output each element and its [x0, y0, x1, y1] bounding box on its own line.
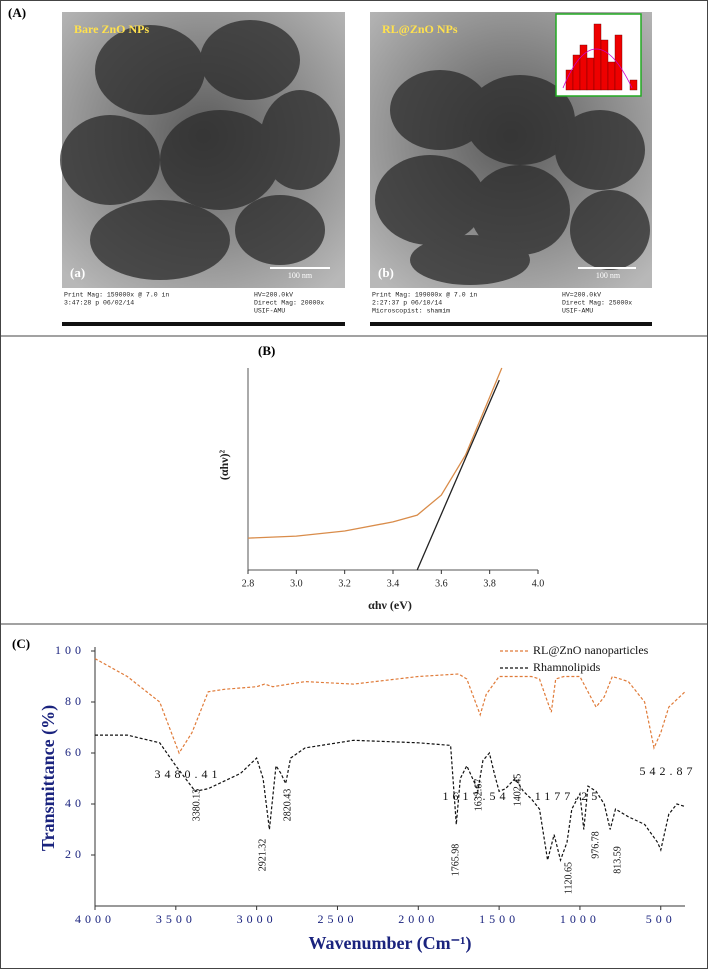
y-tick-label: 20 [65, 847, 85, 861]
x-tick-label: 3.6 [435, 578, 448, 589]
x-axis-label: Wavenumber (Cm⁻¹) [308, 933, 471, 954]
y-tick-label: 60 [65, 745, 85, 759]
x-tick-label: 2000 [398, 912, 438, 926]
peak-label: 2921.32 [257, 839, 268, 872]
caption-text: Print Mag: 159000x @ 7.0 in [64, 292, 169, 299]
y-tick-label: 80 [65, 694, 85, 708]
caption-text: Direct Mag: 20000x [254, 300, 324, 307]
x-axis-label: αhν (eV) [368, 598, 412, 612]
caption-text: HV=200.0kV [562, 292, 601, 299]
caption-text: 2:27:37 p 06/10/14 [372, 300, 442, 307]
x-tick-label: 3.0 [290, 578, 303, 589]
y-axis-label: Transmittance (%) [38, 705, 59, 851]
series-line [95, 734, 686, 863]
series-line [247, 367, 503, 539]
series-line [94, 658, 686, 755]
x-tick-label: 4000 [75, 912, 115, 926]
peak-label: 1632.67 [473, 779, 484, 812]
peak-label: 3380.13 [191, 789, 202, 822]
x-tick-label: 2500 [317, 912, 357, 926]
x-tick-label: 500 [646, 912, 676, 926]
peak-label: 813.59 [612, 846, 623, 874]
panel-label: (B) [258, 343, 275, 358]
caption-text: USIF-AMU [254, 308, 285, 315]
y-tick-label: 100 [55, 643, 85, 657]
legend-label: RL@ZnO nanoparticles [533, 643, 649, 657]
caption-text: Direct Mag: 25000x [562, 300, 632, 307]
x-tick-label: 2.8 [242, 578, 255, 589]
caption-strip [62, 322, 652, 326]
x-tick-label: 3.2 [338, 578, 351, 589]
x-tick-label: 3.4 [387, 578, 400, 589]
peak-label: 1617.54 [443, 789, 510, 803]
x-tick-label: 3.8 [483, 578, 496, 589]
panel-label: (C) [12, 636, 30, 651]
caption-text: 3:47:28 p 06/02/14 [64, 300, 134, 307]
peak-label: 1177.25 [535, 789, 602, 803]
peak-label: 542.87 [640, 764, 697, 778]
tem-image [370, 12, 652, 288]
x-tick-label: 4.0 [532, 578, 545, 589]
peak-label: 3480.41 [155, 767, 222, 781]
peak-label: 1402.45 [512, 774, 523, 807]
caption-text: HV=200.0kV [254, 292, 293, 299]
y-axis-label: (αhν)² [217, 449, 231, 480]
scale-label: 100 nm [596, 271, 621, 280]
image-title: Bare ZnO NPs [74, 22, 149, 36]
series-line [416, 379, 500, 571]
peak-label: 1765.98 [450, 844, 461, 877]
image-title: RL@ZnO NPs [382, 22, 458, 36]
caption-text: Print Mag: 199000x @ 7.0 in [372, 292, 477, 299]
legend-label: Rhamnolipids [533, 660, 601, 674]
x-tick-label: 1000 [560, 912, 600, 926]
image-tag: (b) [378, 265, 394, 280]
panel-label: (A) [8, 5, 26, 20]
x-tick-label: 1500 [479, 912, 519, 926]
image-tag: (a) [70, 265, 85, 280]
y-tick-label: 40 [65, 796, 85, 810]
peak-label: 1120.65 [563, 862, 574, 894]
x-tick-label: 3500 [156, 912, 196, 926]
scale-label: 100 nm [288, 271, 313, 280]
x-tick-label: 3000 [237, 912, 277, 926]
peak-label: 2820.43 [282, 789, 293, 822]
tem-image [60, 12, 345, 288]
peak-label: 976.78 [590, 831, 601, 859]
caption-text: Microscopist: shamim [372, 308, 450, 315]
caption-text: USIF-AMU [562, 308, 593, 315]
